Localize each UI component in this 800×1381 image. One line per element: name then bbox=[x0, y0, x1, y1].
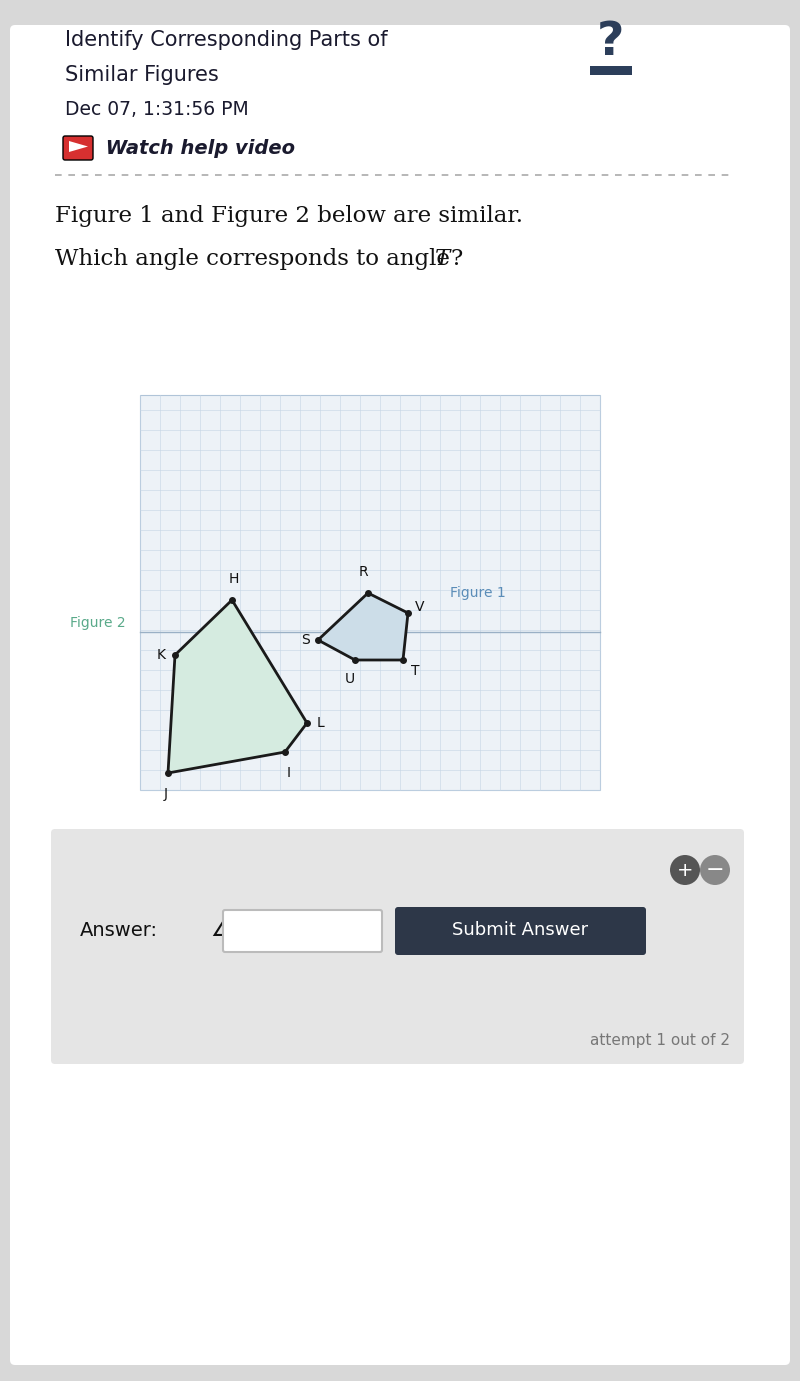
Text: Answer:: Answer: bbox=[80, 921, 158, 939]
Text: R: R bbox=[358, 565, 368, 579]
Text: ∠: ∠ bbox=[210, 920, 229, 940]
FancyBboxPatch shape bbox=[51, 829, 744, 1063]
Circle shape bbox=[700, 855, 730, 885]
Text: Similar Figures: Similar Figures bbox=[65, 65, 218, 86]
Text: I: I bbox=[287, 766, 291, 780]
Text: U: U bbox=[345, 673, 355, 686]
Bar bbox=[590, 66, 632, 75]
Text: T: T bbox=[435, 249, 450, 271]
Polygon shape bbox=[69, 141, 88, 152]
Text: Dec 07, 1:31:56 PM: Dec 07, 1:31:56 PM bbox=[65, 99, 249, 119]
Text: Figure 1: Figure 1 bbox=[450, 586, 506, 599]
Text: L: L bbox=[317, 715, 325, 731]
Bar bbox=[140, 395, 600, 790]
Text: T: T bbox=[410, 664, 419, 678]
Text: Watch help video: Watch help video bbox=[99, 138, 295, 157]
Text: ?: ? bbox=[450, 249, 462, 271]
Text: attempt 1 out of 2: attempt 1 out of 2 bbox=[590, 1033, 730, 1048]
Polygon shape bbox=[318, 592, 408, 660]
FancyBboxPatch shape bbox=[63, 135, 93, 160]
Circle shape bbox=[670, 855, 700, 885]
Text: H: H bbox=[229, 572, 239, 586]
Text: Identify Corresponding Parts of: Identify Corresponding Parts of bbox=[65, 30, 388, 50]
Text: Submit Answer: Submit Answer bbox=[452, 921, 588, 939]
Text: J: J bbox=[164, 787, 168, 801]
Text: ?: ? bbox=[596, 19, 624, 65]
FancyBboxPatch shape bbox=[223, 910, 382, 952]
Text: Which angle corresponds to angle: Which angle corresponds to angle bbox=[55, 249, 457, 271]
Text: S: S bbox=[302, 632, 310, 648]
FancyBboxPatch shape bbox=[395, 907, 646, 956]
Text: Figure 2: Figure 2 bbox=[70, 616, 126, 630]
Text: +: + bbox=[677, 860, 694, 880]
FancyBboxPatch shape bbox=[10, 25, 790, 1364]
Text: K: K bbox=[157, 648, 166, 661]
Text: −: − bbox=[706, 860, 724, 880]
Text: Figure 1 and Figure 2 below are similar.: Figure 1 and Figure 2 below are similar. bbox=[55, 204, 523, 226]
Polygon shape bbox=[168, 599, 307, 773]
Text: V: V bbox=[415, 599, 425, 615]
